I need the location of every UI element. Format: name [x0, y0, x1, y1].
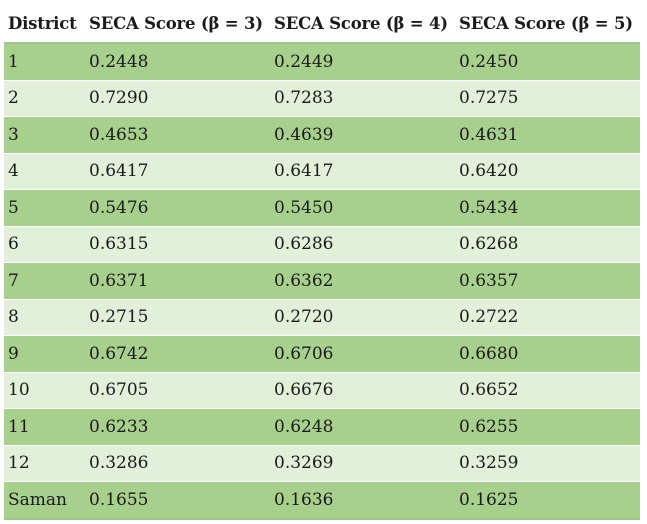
cell-seca-beta-4: 0.6676 — [270, 372, 455, 409]
cell-seca-beta-4: 0.4639 — [270, 116, 455, 154]
cell-seca-beta-5: 0.3259 — [455, 445, 640, 482]
cell-district: 1 — [4, 43, 85, 81]
cell-district: 11 — [4, 408, 85, 446]
cell-seca-beta-4: 0.6417 — [270, 153, 455, 190]
table-header: District SECA Score (β = 3) SECA Score (… — [4, 4, 640, 44]
cell-seca-beta-4: 0.6248 — [270, 408, 455, 446]
table-row: 7 0.6371 0.6362 0.6357 — [4, 262, 640, 300]
header-row: District SECA Score (β = 3) SECA Score (… — [4, 4, 640, 44]
cell-district: 12 — [4, 445, 85, 482]
cell-district: 9 — [4, 335, 85, 373]
cell-seca-beta-5: 0.1625 — [455, 481, 640, 520]
seca-score-table: District SECA Score (β = 3) SECA Score (… — [4, 4, 640, 520]
cell-seca-beta-5: 0.6652 — [455, 372, 640, 409]
cell-seca-beta-4: 0.5450 — [270, 189, 455, 227]
cell-seca-beta-4: 0.1636 — [270, 481, 455, 520]
header-district: District — [4, 4, 85, 44]
header-seca-beta-5: SECA Score (β = 5) — [455, 4, 640, 44]
cell-district: 7 — [4, 262, 85, 300]
table-row: 2 0.7290 0.7283 0.7275 — [4, 80, 640, 117]
table-body: 1 0.2448 0.2449 0.2450 2 0.7290 0.7283 0.7275 3 0… — [4, 43, 640, 520]
cell-district: 10 — [4, 372, 85, 409]
table-row: 12 0.3286 0.3269 0.3259 — [4, 445, 640, 482]
cell-seca-beta-3: 0.6233 — [85, 408, 270, 446]
cell-seca-beta-3: 0.1655 — [85, 481, 270, 520]
cell-district: 3 — [4, 116, 85, 154]
cell-seca-beta-4: 0.3269 — [270, 445, 455, 482]
table-row: 6 0.6315 0.6286 0.6268 — [4, 226, 640, 263]
cell-district: 6 — [4, 226, 85, 263]
cell-seca-beta-4: 0.2720 — [270, 299, 455, 336]
cell-seca-beta-3: 0.6705 — [85, 372, 270, 409]
table-row: 3 0.4653 0.4639 0.4631 — [4, 116, 640, 154]
cell-seca-beta-5: 0.6420 — [455, 153, 640, 190]
cell-seca-beta-4: 0.6362 — [270, 262, 455, 300]
cell-seca-beta-5: 0.5434 — [455, 189, 640, 227]
table-row: Saman 0.1655 0.1636 0.1625 — [4, 481, 640, 520]
cell-seca-beta-4: 0.6286 — [270, 226, 455, 263]
cell-district: 2 — [4, 80, 85, 117]
cell-seca-beta-5: 0.4631 — [455, 116, 640, 154]
cell-district: 8 — [4, 299, 85, 336]
cell-seca-beta-3: 0.3286 — [85, 445, 270, 482]
cell-seca-beta-5: 0.6268 — [455, 226, 640, 263]
table-row: 1 0.2448 0.2449 0.2450 — [4, 43, 640, 81]
cell-seca-beta-5: 0.2722 — [455, 299, 640, 336]
cell-seca-beta-3: 0.6742 — [85, 335, 270, 373]
cell-district: Saman — [4, 481, 85, 520]
table-row: 9 0.6742 0.6706 0.6680 — [4, 335, 640, 373]
cell-seca-beta-3: 0.6371 — [85, 262, 270, 300]
table-row: 8 0.2715 0.2720 0.2722 — [4, 299, 640, 336]
cell-seca-beta-5: 0.6255 — [455, 408, 640, 446]
table-row: 5 0.5476 0.5450 0.5434 — [4, 189, 640, 227]
cell-seca-beta-3: 0.7290 — [85, 80, 270, 117]
seca-score-table-container: District SECA Score (β = 3) SECA Score (… — [4, 4, 640, 520]
cell-district: 5 — [4, 189, 85, 227]
cell-seca-beta-4: 0.6706 — [270, 335, 455, 373]
cell-seca-beta-5: 0.7275 — [455, 80, 640, 117]
cell-seca-beta-3: 0.5476 — [85, 189, 270, 227]
table-row: 11 0.6233 0.6248 0.6255 — [4, 408, 640, 446]
cell-district: 4 — [4, 153, 85, 190]
cell-seca-beta-5: 0.2450 — [455, 43, 640, 81]
cell-seca-beta-4: 0.2449 — [270, 43, 455, 81]
cell-seca-beta-5: 0.6357 — [455, 262, 640, 300]
cell-seca-beta-3: 0.2715 — [85, 299, 270, 336]
cell-seca-beta-3: 0.6417 — [85, 153, 270, 190]
header-seca-beta-4: SECA Score (β = 4) — [270, 4, 455, 44]
cell-seca-beta-3: 0.4653 — [85, 116, 270, 154]
table-row: 4 0.6417 0.6417 0.6420 — [4, 153, 640, 190]
table-row: 10 0.6705 0.6676 0.6652 — [4, 372, 640, 409]
header-seca-beta-3: SECA Score (β = 3) — [85, 4, 270, 44]
cell-seca-beta-4: 0.7283 — [270, 80, 455, 117]
cell-seca-beta-5: 0.6680 — [455, 335, 640, 373]
cell-seca-beta-3: 0.6315 — [85, 226, 270, 263]
cell-seca-beta-3: 0.2448 — [85, 43, 270, 81]
